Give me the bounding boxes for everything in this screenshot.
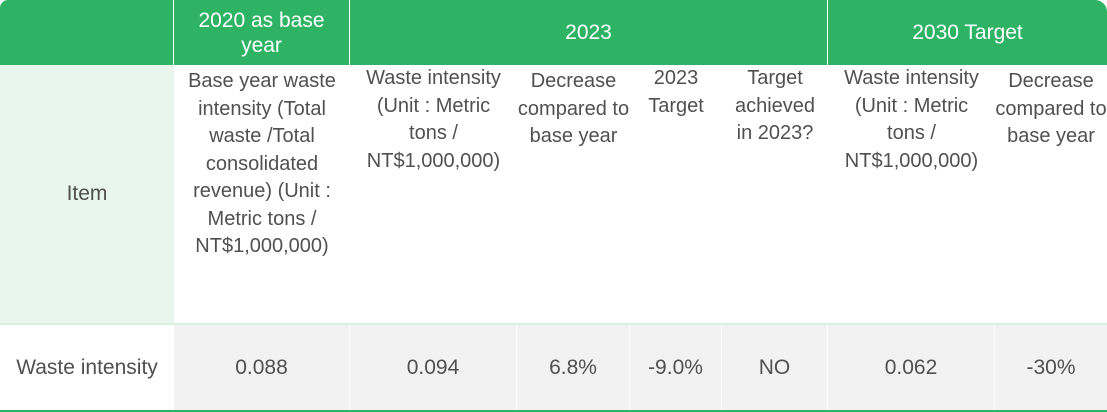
- table-bottom-border: [0, 410, 1107, 412]
- header-2023-label: 2023: [565, 21, 612, 44]
- header-base-year-label: 2020 as base year: [198, 8, 325, 57]
- subheader-intensity-2030: Waste intensity (Unit : Metric tons / NT…: [828, 65, 995, 323]
- subheader-decrease-2030: Decrease compared to base year: [995, 65, 1107, 323]
- value-achieved-2023: NO: [722, 325, 827, 410]
- row-label-cell: Waste intensity: [0, 325, 174, 410]
- header-base-year: 2020 as base year: [174, 0, 349, 65]
- value-intensity-2023: 0.094: [350, 325, 516, 410]
- value-decrease-2023: 6.8%: [517, 325, 629, 410]
- item-label: Item: [66, 182, 108, 205]
- value-intensity-2030: 0.062: [828, 325, 994, 410]
- header-2023: 2023: [350, 0, 827, 65]
- value-target-2023: -9.0%: [630, 325, 721, 410]
- subheader-target-2023: 2023 Target: [630, 65, 722, 323]
- subheader-achieved-2023: Target achieved in 2023?: [722, 65, 828, 323]
- item-label-cell: Item: [0, 65, 174, 323]
- row-divider: [0, 323, 1107, 325]
- value-decrease-2030: -30%: [995, 325, 1107, 410]
- subheader-intensity-2023: Waste intensity (Unit : Metric tons / NT…: [350, 65, 517, 323]
- subheader-decrease-2023: Decrease compared to base year: [517, 65, 630, 323]
- header-2030-target-label: 2030 Target: [912, 21, 1023, 44]
- subheader-base-intensity: Base year waste intensity (Total waste /…: [174, 65, 350, 323]
- header-corner: [0, 0, 173, 65]
- row-label: Waste intensity: [16, 355, 158, 379]
- value-base-intensity: 0.088: [174, 325, 349, 410]
- header-2030-target: 2030 Target: [828, 0, 1107, 65]
